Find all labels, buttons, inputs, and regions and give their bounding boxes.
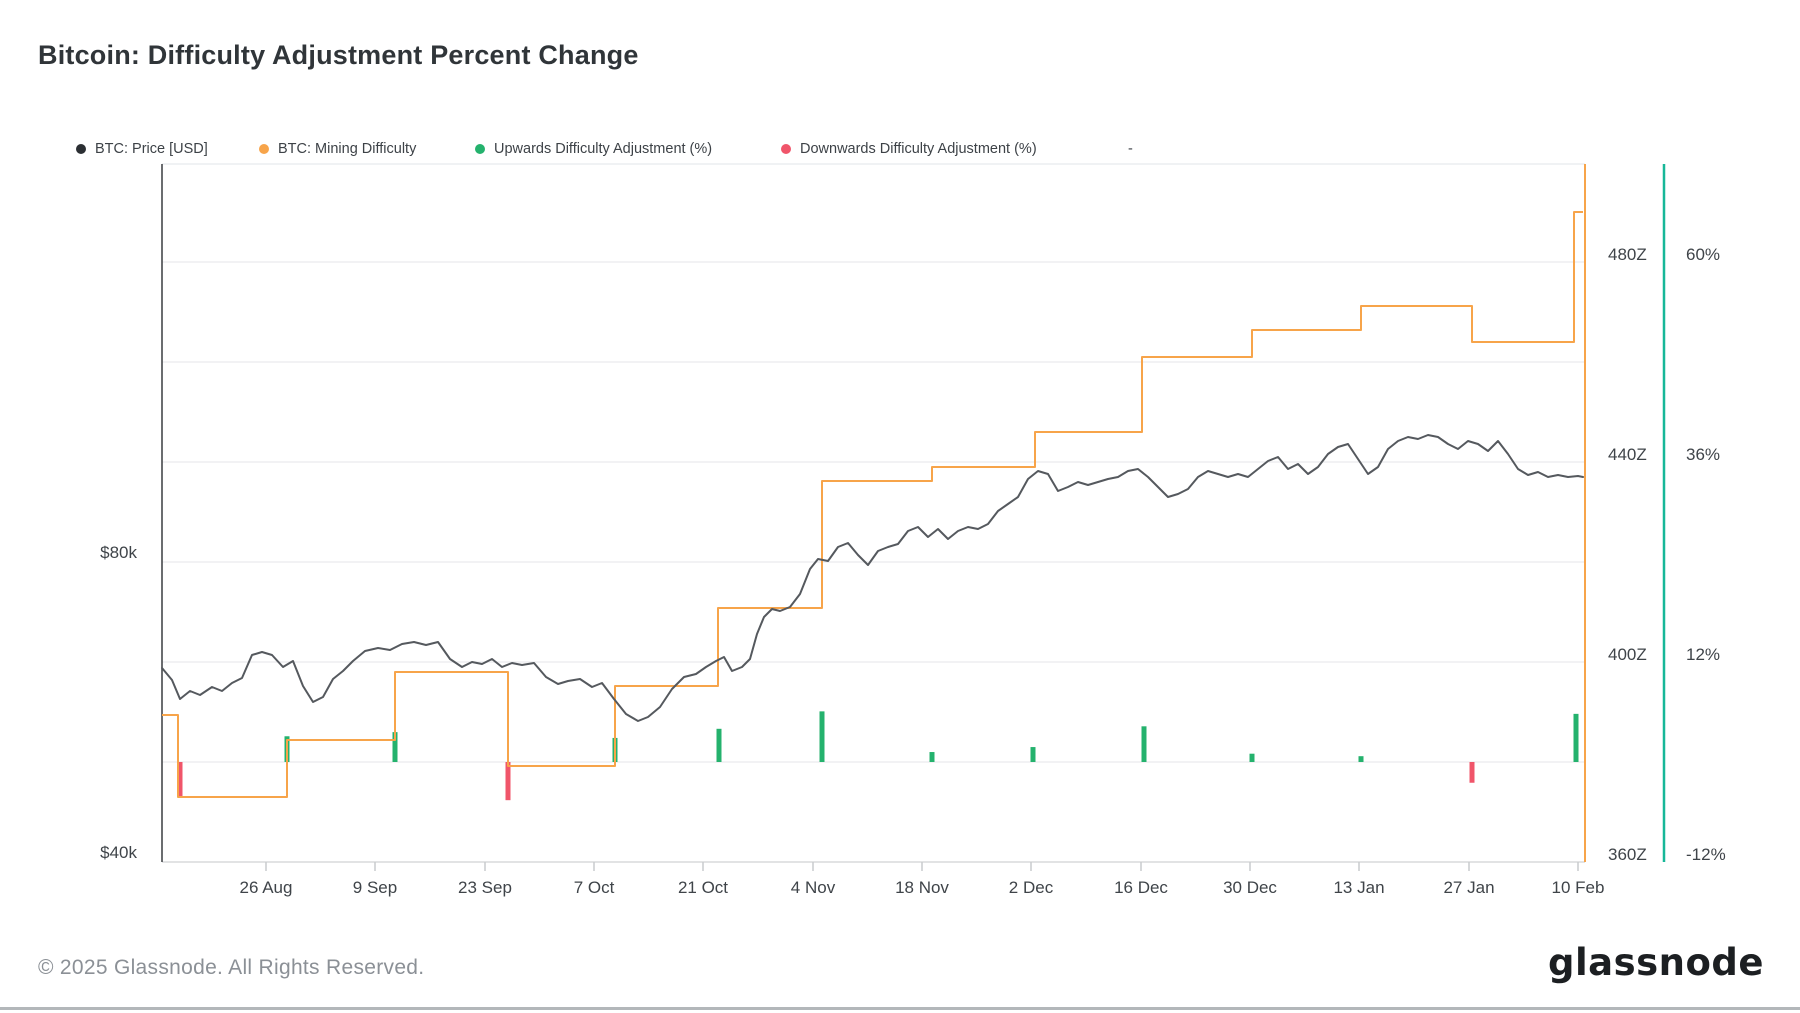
downwards-adjustment-bar <box>177 762 183 797</box>
btc-price-line <box>161 434 1584 722</box>
percent-tick-label: 36% <box>1686 445 1721 464</box>
price-tick-label: $80k <box>100 543 137 562</box>
upwards-adjustment-bar <box>716 728 722 762</box>
glassnode-logo[interactable]: glassnode <box>1547 941 1764 984</box>
downwards-adjustment-bar <box>1469 762 1475 783</box>
date-tick-label: 21 Oct <box>677 878 729 897</box>
date-tick-label: 27 Jan <box>1443 878 1495 897</box>
date-tick-label: 10 Feb <box>1551 878 1605 897</box>
legend-item-down-adj[interactable]: Downwards Difficulty Adjustment (%) <box>781 141 1037 157</box>
legend-item-label: Downwards Difficulty Adjustment (%) <box>800 141 1037 157</box>
difficulty-tick-label: 480Z <box>1608 245 1647 264</box>
date-tick-label: 23 Sep <box>458 878 512 897</box>
upwards-adjustment-bar <box>819 711 825 762</box>
bottom-divider <box>0 1007 1800 1010</box>
percent-tick-label: -12% <box>1686 845 1726 864</box>
legend-dot-icon <box>76 144 86 154</box>
page-title: Bitcoin: Difficulty Adjustment Percent C… <box>38 40 639 70</box>
upwards-adjustment-bar <box>1358 756 1364 762</box>
upwards-adjustment-bar <box>1141 726 1147 762</box>
legend-dot-icon <box>475 144 485 154</box>
legend-item-up-adj[interactable]: Upwards Difficulty Adjustment (%) <box>475 141 712 157</box>
date-tick-label: 26 Aug <box>239 878 293 897</box>
price-tick-label: $40k <box>100 843 137 862</box>
legend-item-label: BTC: Mining Difficulty <box>278 141 417 157</box>
percent-tick-label: 60% <box>1686 245 1721 264</box>
date-tick-label: 18 Nov <box>895 878 949 897</box>
upwards-adjustment-bar <box>1573 713 1579 762</box>
difficulty-tick-label: 360Z <box>1608 845 1647 864</box>
date-tick-label: 7 Oct <box>573 878 615 897</box>
chart-legend: BTC: Price [USD] BTC: Mining Difficulty Up… <box>0 141 1800 159</box>
date-tick-label: 4 Nov <box>790 878 836 897</box>
copyright-text: © 2025 Glassnode. All Rights Reserved. <box>38 956 425 979</box>
percent-tick-label: 12% <box>1686 645 1721 664</box>
legend-item-label: BTC: Price [USD] <box>95 141 208 157</box>
date-tick-label: 2 Dec <box>1008 878 1054 897</box>
date-tick-label: 16 Dec <box>1114 878 1168 897</box>
downwards-adjustment-bar <box>505 762 511 801</box>
date-tick-label: 13 Jan <box>1333 878 1385 897</box>
upwards-adjustment-bar <box>1030 747 1036 762</box>
upwards-adjustment-bar <box>1249 753 1255 762</box>
legend-dot-icon <box>781 144 791 154</box>
legend-extra-dash: - <box>1128 141 1133 157</box>
date-tick-label: 9 Sep <box>352 878 398 897</box>
upwards-adjustment-bar <box>392 732 398 762</box>
upwards-adjustment-bar <box>929 752 935 762</box>
legend-item-difficulty[interactable]: BTC: Mining Difficulty <box>259 141 416 157</box>
date-tick-label: 30 Dec <box>1223 878 1277 897</box>
difficulty-tick-label: 400Z <box>1608 645 1647 664</box>
legend-item-label: Upwards Difficulty Adjustment (%) <box>494 141 713 157</box>
mining-difficulty-line <box>162 211 1583 798</box>
legend-item-price[interactable]: BTC: Price [USD] <box>76 141 208 157</box>
legend-dot-icon <box>259 144 269 154</box>
difficulty-tick-label: 440Z <box>1608 445 1647 464</box>
